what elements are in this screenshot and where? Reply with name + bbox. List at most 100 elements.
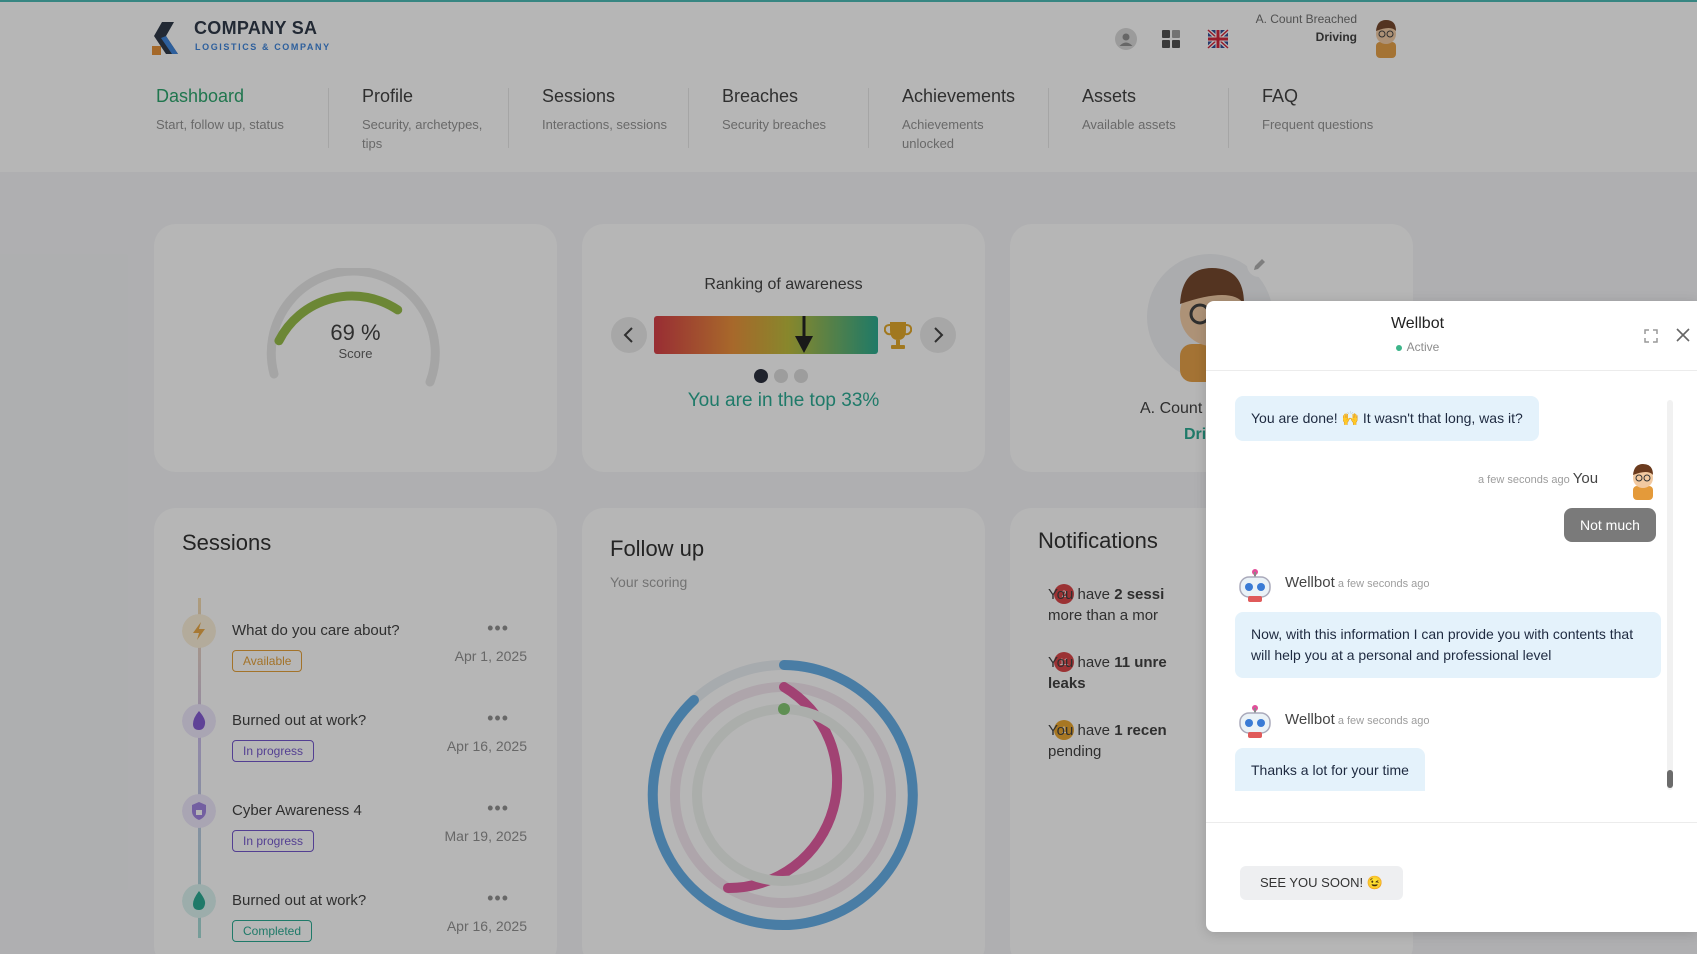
header: COMPANY SA LOGISTICS & COMPANY A. Count … [0,2,1697,172]
next-arrow-button[interactable] [919,316,957,354]
edit-pencil-icon[interactable] [1246,252,1272,278]
nav-title: Sessions [542,86,616,106]
apps-grid-icon[interactable] [1160,28,1182,50]
nav-assets[interactable]: Assets Available assets [1082,86,1176,134]
nav-subtitle: Achievements unlocked [902,117,984,151]
profile-role: Dri [1184,426,1207,443]
score-label: Score [338,346,373,361]
droplet-icon [182,884,216,918]
user-avatar [1633,464,1653,500]
nav-divider [1048,88,1049,148]
chat-scroll-clip [1206,796,1697,822]
notification-count-badge: 2 [1054,584,1074,604]
quick-reply-button[interactable]: SEE YOU SOON! 😉 [1240,866,1403,900]
user-icon[interactable] [1115,28,1137,50]
session-title: Burned out at work? [232,712,367,729]
list-item[interactable]: Cyber Awareness 4 ••• In progress Mar 19… [182,794,528,882]
message-meta: a few seconds ago You [1478,470,1599,487]
notification-count-badge: 11 [1054,652,1074,672]
notification-item[interactable]: You have 11 unre leaks [1048,654,1167,692]
nav-sessions[interactable]: Sessions Interactions, sessions [542,86,667,134]
user-info[interactable]: A. Count Breached Driving [1256,12,1357,44]
status-badge: Completed [232,920,313,942]
lightning-icon [182,614,216,648]
carousel-dot[interactable] [794,369,808,383]
trophy-icon [884,322,912,349]
session-date: Apr 16, 2025 [446,918,527,934]
close-icon[interactable] [1675,327,1691,343]
chat-title: Wellbot [1390,315,1445,332]
status-badge: In progress [232,740,315,762]
more-options-icon[interactable]: ••• [487,708,509,728]
chat-scrollbar-thumb[interactable] [1667,770,1673,788]
more-options-icon[interactable]: ••• [487,888,509,908]
followup-radial-chart [647,660,918,930]
carousel-dot[interactable] [774,369,788,383]
status-badge: In progress [232,830,315,852]
bot-message: Now, with this information I can provide… [1235,612,1661,678]
timeline-line [198,598,201,938]
list-item[interactable]: Burned out at work? ••• In progress Apr … [182,704,527,792]
profile-name: A. Count [1140,400,1203,417]
message-meta: Wellbot a few seconds ago [1285,711,1430,728]
ranking-title: Ranking of awareness [704,276,863,293]
nav-subtitle: Frequent questions [1262,117,1374,132]
score-value: 69 % [330,320,381,345]
prev-arrow-button[interactable] [610,316,648,354]
expand-icon[interactable] [1644,329,1658,343]
nav-profile[interactable]: Profile Security, archetypes, tips [362,86,502,153]
chat-status-text: Active [1406,340,1440,354]
followup-subtitle: Your scoring [610,574,688,590]
session-date: Apr 1, 2025 [454,648,527,664]
chat-scrollbar[interactable] [1667,400,1673,790]
uk-flag-icon[interactable] [1207,28,1229,50]
notification-item[interactable]: You have 2 sessi more than a mor [1048,586,1165,624]
chat-status: Active [1206,340,1629,354]
session-title: What do you care about? [232,622,400,639]
nav-faq[interactable]: FAQ Frequent questions [1262,86,1373,134]
shield-lock-icon [182,794,216,828]
nav-title: FAQ [1262,86,1299,106]
carousel-dots [754,369,808,383]
notification-count-badge: 1 [1054,720,1074,740]
score-card: 69 % Score [154,224,557,472]
more-options-icon[interactable]: ••• [487,618,509,638]
session-date: Mar 19, 2025 [444,828,528,844]
nav-breaches[interactable]: Breaches Security breaches [722,86,826,134]
avatar[interactable] [1371,16,1401,58]
bot-message: Thanks a lot for your time [1235,748,1425,791]
user-name: A. Count Breached [1255,12,1357,26]
nav-divider [688,88,689,148]
sessions-title: Sessions [182,530,272,555]
nav-dashboard[interactable]: Dashboard Start, follow up, status [156,86,284,134]
carousel-dot[interactable] [754,369,768,383]
nav-subtitle: Security breaches [722,117,827,132]
ranking-bar [654,316,878,354]
list-item[interactable]: Burned out at work? ••• Completed Apr 16… [182,884,527,954]
bot-avatar-icon [1239,705,1271,738]
nav-subtitle: Start, follow up, status [156,117,284,132]
nav-title: Profile [362,86,414,106]
notification-item[interactable]: You have 1 recen pending [1048,722,1167,760]
company-logo[interactable]: COMPANY SA LOGISTICS & COMPANY [152,18,332,58]
nav-title: Achievements [902,86,1016,106]
logo-mark-icon [152,22,178,55]
score-gauge [266,268,440,387]
ranking-card: Ranking of awareness You are in the top … [582,224,985,472]
session-title: Burned out at work? [232,892,367,909]
online-dot-icon [1395,344,1402,351]
session-date: Apr 16, 2025 [446,738,527,754]
nav-divider [1228,88,1229,148]
nav-subtitle: Interactions, sessions [542,117,668,132]
session-title: Cyber Awareness 4 [232,802,362,819]
list-item[interactable]: What do you care about? ••• Available Ap… [182,614,527,702]
nav-title: Assets [1082,86,1137,106]
bot-avatar-icon [1239,569,1271,602]
more-options-icon[interactable]: ••• [487,798,509,818]
nav-achievements[interactable]: Achievements Achievements unlocked [902,86,1032,153]
nav-divider [328,88,329,148]
brand-name: COMPANY SA [194,18,318,38]
bot-message: You are done! 🙌 It wasn't that long, was… [1235,396,1539,441]
ranking-text: You are in the top 33% [687,390,880,411]
notifications-title: Notifications [1038,528,1158,553]
